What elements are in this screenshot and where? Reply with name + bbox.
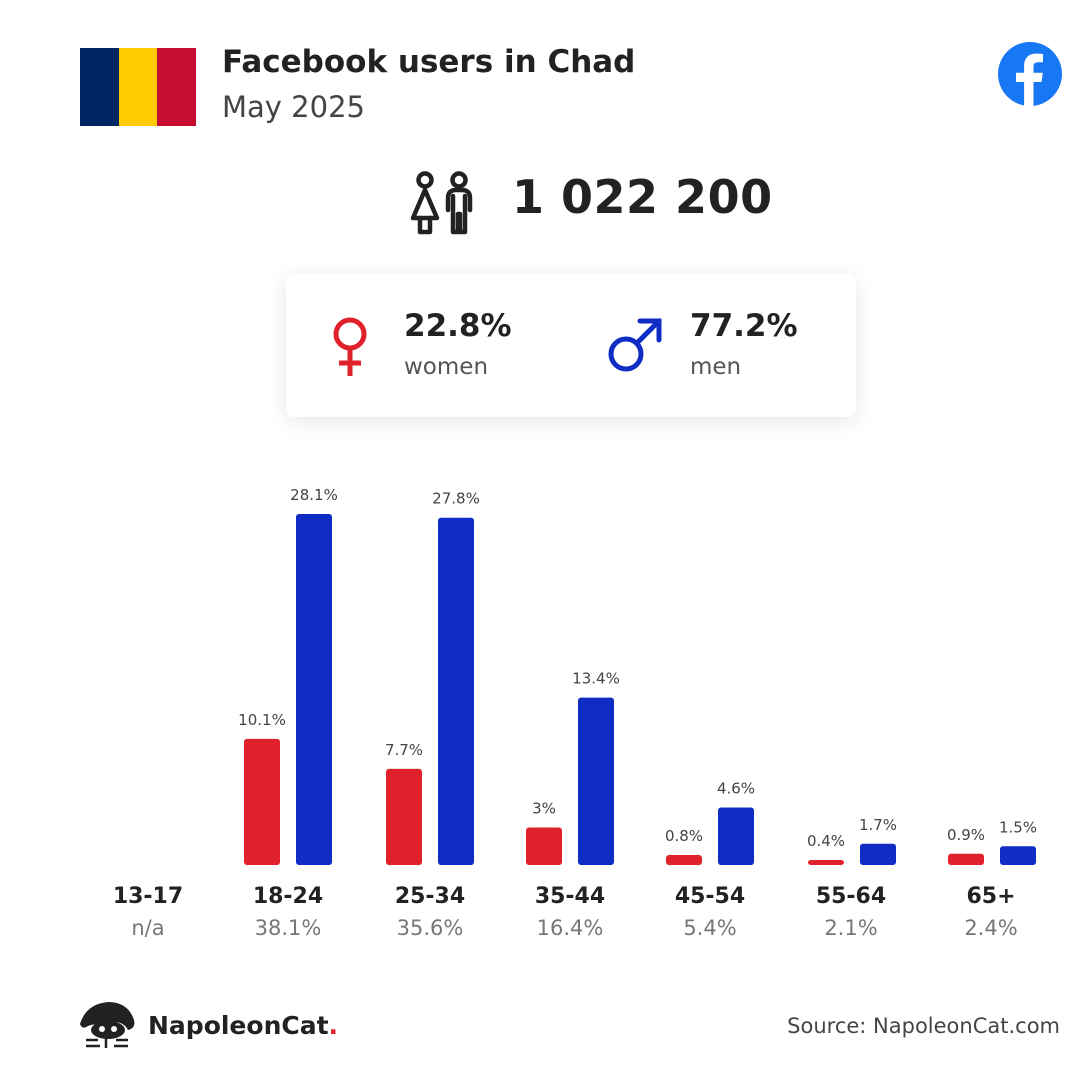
bar-value-label: 1.5% bbox=[999, 818, 1037, 836]
age-group-share: 38.1% bbox=[254, 916, 322, 940]
age-group-label: 35-44 bbox=[534, 884, 606, 909]
age-group-share: 16.4% bbox=[536, 916, 604, 940]
age-group-label: 45-54 bbox=[674, 884, 746, 909]
age-group-share: 35.6% bbox=[396, 916, 464, 940]
napoleoncat-logo-icon bbox=[80, 1002, 135, 1048]
bar-men-35-44 bbox=[578, 697, 614, 865]
men-percent: 77.2% bbox=[690, 308, 798, 344]
napoleoncat-brand: NapoleonCat. bbox=[78, 1000, 338, 1050]
bar-women-45-54 bbox=[666, 855, 702, 865]
facebook-icon bbox=[998, 42, 1062, 106]
brand-name-text: NapoleonCat bbox=[148, 1010, 329, 1040]
bar-value-label: 3% bbox=[532, 800, 556, 818]
bar-value-label: 28.1% bbox=[290, 486, 338, 504]
page-title: Facebook users in Chad bbox=[222, 44, 636, 80]
users-icon bbox=[410, 171, 473, 235]
age-group-share: 2.1% bbox=[824, 916, 878, 940]
flag-stripe-yellow bbox=[118, 48, 158, 126]
flag-stripe-blue bbox=[80, 48, 119, 126]
page-subtitle: May 2025 bbox=[222, 90, 365, 124]
female-icon bbox=[333, 317, 367, 376]
bar-value-label: 10.1% bbox=[238, 711, 286, 729]
bar-men-65+ bbox=[1000, 846, 1036, 865]
women-percent: 22.8% bbox=[404, 308, 512, 344]
bar-value-label: 13.4% bbox=[572, 670, 620, 688]
men-label: men bbox=[690, 354, 742, 380]
bar-men-55-64 bbox=[860, 843, 896, 865]
age-group-label: 18-24 bbox=[252, 884, 324, 909]
total-users: 1 022 200 bbox=[512, 170, 773, 224]
age-group-label: 65+ bbox=[966, 884, 1016, 909]
bar-value-label: 0.4% bbox=[807, 832, 845, 850]
brand-name: NapoleonCat. bbox=[148, 1011, 338, 1040]
bar-value-label: 0.9% bbox=[947, 826, 985, 844]
gender-breakdown-card: 22.8% women 77.2% men bbox=[286, 274, 856, 417]
age-group-label: 55-64 bbox=[815, 884, 887, 909]
bar-men-45-54 bbox=[718, 807, 754, 865]
bar-women-18-24 bbox=[244, 738, 280, 865]
age-gender-bar-chart: 10.1% 28.1% 7.7% 27.8% 3% 13.4% 0.8% 4.6% 0.4% 1.… bbox=[238, 486, 1037, 865]
age-group-share: 2.4% bbox=[964, 916, 1018, 940]
age-group-share: n/a bbox=[131, 916, 165, 940]
bar-women-65+ bbox=[948, 853, 984, 865]
women-label: women bbox=[404, 354, 489, 380]
bar-women-55-64 bbox=[808, 860, 844, 865]
age-group-share: 5.4% bbox=[683, 916, 737, 940]
brand-dot: . bbox=[328, 1010, 339, 1040]
bar-value-label: 27.8% bbox=[432, 490, 480, 508]
bar-women-25-34 bbox=[386, 768, 422, 865]
flag-stripe-red bbox=[157, 48, 197, 126]
male-icon bbox=[608, 318, 662, 372]
age-group-label: 13-17 bbox=[112, 884, 184, 909]
chad-flag bbox=[80, 48, 197, 126]
bar-men-25-34 bbox=[438, 517, 474, 865]
bar-value-label: 0.8% bbox=[665, 827, 703, 845]
age-group-label: 25-34 bbox=[394, 884, 466, 909]
bar-value-label: 1.7% bbox=[859, 816, 897, 834]
bar-women-35-44 bbox=[526, 827, 562, 865]
bar-men-18-24 bbox=[296, 514, 332, 865]
bar-value-label: 7.7% bbox=[385, 741, 423, 759]
bar-value-label: 4.6% bbox=[717, 780, 755, 798]
source-text: Source: NapoleonCat.com bbox=[787, 1014, 1060, 1038]
